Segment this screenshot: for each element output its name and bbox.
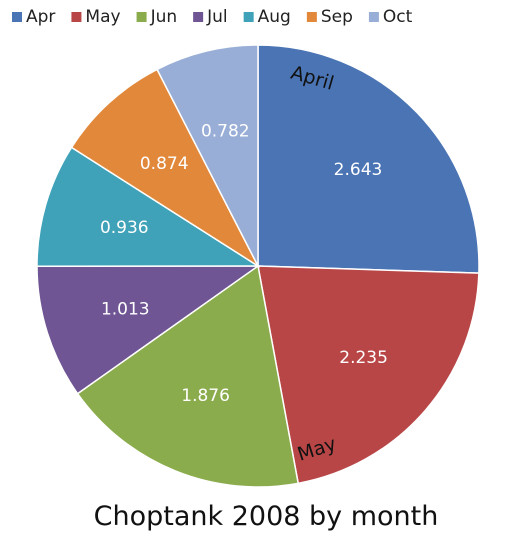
legend-swatch-may: [71, 12, 82, 22]
legend: Apr May Jun Jul Aug Sep Oct: [12, 7, 413, 27]
legend-item-aug: Aug: [243, 7, 291, 27]
legend-swatch-apr: [12, 12, 22, 22]
slice-value-label-sep: 0.874: [140, 154, 189, 174]
chart-title: Choptank 2008 by month: [94, 501, 439, 532]
legend-item-apr: Apr: [12, 7, 55, 27]
legend-item-may: May: [71, 7, 121, 27]
pie-slices: [36, 44, 480, 488]
pie-slice-sep: [70, 68, 260, 269]
pie-slice-apr: [257, 44, 480, 274]
slice-value-label-may: 2.235: [339, 348, 388, 368]
legend-item-jun: Jun: [136, 7, 178, 27]
slice-value-label-oct: 0.782: [201, 122, 250, 142]
pie-slice-oct: [156, 44, 259, 267]
legend-swatch-sep: [306, 12, 317, 22]
legend-label-jun: Jun: [150, 7, 178, 27]
legend-item-sep: Sep: [306, 7, 353, 27]
pie-slice-may: [257, 265, 480, 485]
pie-slice-jun: [76, 264, 300, 488]
slice-value-label-jul: 1.013: [101, 299, 150, 319]
legend-label-oct: Oct: [383, 7, 413, 27]
legend-label-aug: Aug: [258, 7, 291, 27]
legend-item-oct: Oct: [368, 7, 413, 27]
legend-label-jul: Jul: [206, 7, 228, 27]
legend-swatch-oct: [368, 12, 379, 22]
slice-value-label-aug: 0.936: [100, 218, 149, 238]
slice-value-label-jun: 1.876: [181, 386, 230, 406]
pie-slice-aug: [36, 146, 261, 268]
legend-swatch-jun: [136, 12, 147, 22]
legend-label-sep: Sep: [321, 7, 353, 27]
slice-value-labels: 2.643 2.235 1.876 1.013 0.936 0.874 0.782: [100, 122, 388, 406]
slice-value-label-apr: 2.643: [334, 160, 383, 180]
legend-swatch-jul: [193, 12, 204, 22]
legend-swatch-aug: [243, 12, 254, 22]
legend-item-jul: Jul: [193, 7, 228, 27]
legend-label-apr: Apr: [26, 7, 55, 27]
pie-slice-jul: [36, 265, 261, 395]
legend-label-may: May: [85, 7, 120, 27]
